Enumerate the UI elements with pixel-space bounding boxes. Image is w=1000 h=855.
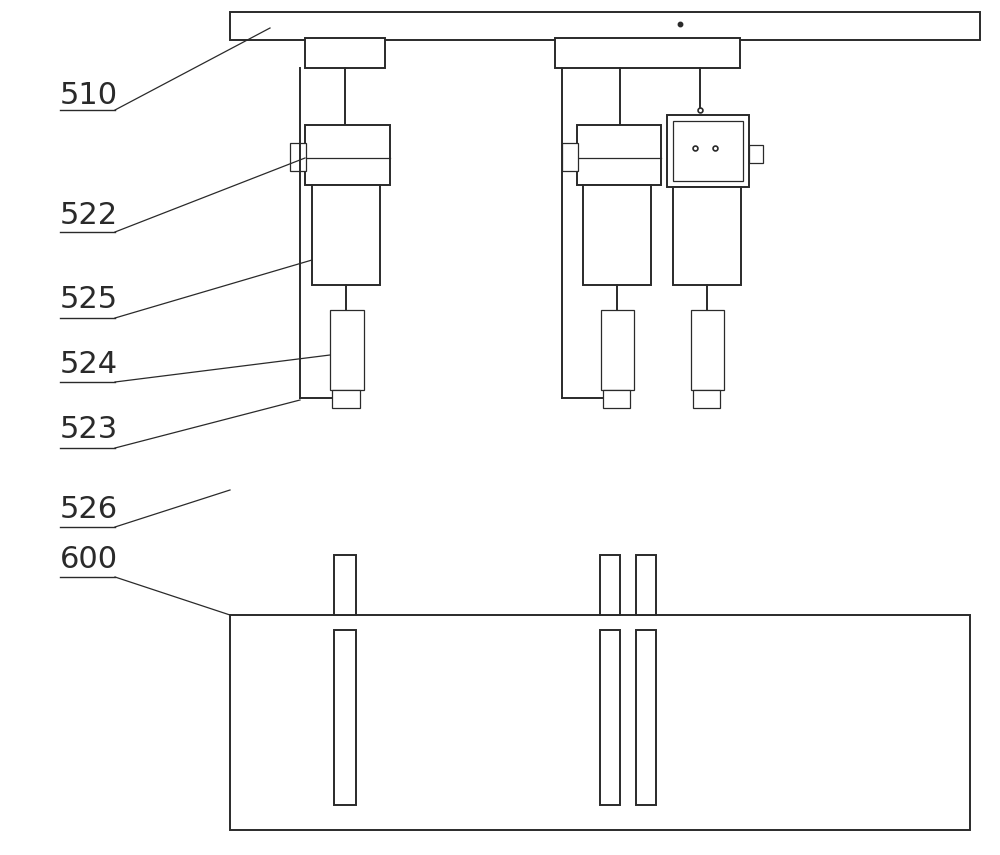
- Bar: [290, 143, 306, 171]
- Bar: [600, 630, 620, 805]
- Bar: [636, 555, 656, 615]
- Bar: [673, 187, 741, 285]
- Bar: [230, 12, 980, 40]
- Bar: [673, 121, 743, 181]
- Bar: [230, 615, 970, 830]
- Bar: [600, 555, 620, 615]
- Bar: [601, 310, 634, 390]
- Text: 525: 525: [60, 286, 118, 315]
- Bar: [603, 390, 630, 408]
- Text: 522: 522: [60, 201, 118, 229]
- Bar: [305, 38, 385, 68]
- Text: 523: 523: [60, 416, 118, 445]
- Bar: [749, 145, 763, 163]
- Text: 524: 524: [60, 351, 118, 380]
- Text: 526: 526: [60, 496, 118, 524]
- Bar: [693, 390, 720, 408]
- Bar: [555, 38, 740, 68]
- Bar: [667, 115, 749, 187]
- Bar: [312, 185, 380, 285]
- Bar: [332, 390, 360, 408]
- Bar: [583, 185, 651, 285]
- Bar: [334, 630, 356, 805]
- Text: 600: 600: [60, 545, 118, 575]
- Bar: [334, 555, 356, 615]
- Text: 510: 510: [60, 80, 118, 109]
- Bar: [330, 310, 364, 390]
- Bar: [305, 125, 390, 185]
- Bar: [562, 143, 578, 171]
- Bar: [691, 310, 724, 390]
- Bar: [577, 125, 661, 185]
- Bar: [636, 630, 656, 805]
